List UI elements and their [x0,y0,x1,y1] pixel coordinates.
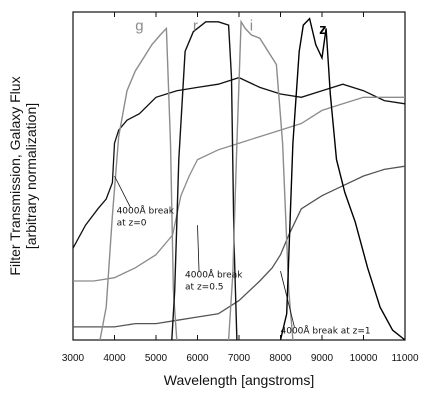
annotations: 4000Å break at z=0 4000Å break at z=0.5 4000… [114,175,371,336]
y-axis-title-line-2: [arbitrary normalization] [23,103,39,249]
annotation-pointer-2 [280,271,295,328]
x-axis-title: Wavelength [angstroms] [164,372,314,388]
x-tick-label: 11000 [391,353,419,364]
filter-curve-i [227,19,294,341]
x-tick-label: 9000 [311,353,334,364]
curves [72,17,406,341]
filter-curve-g [99,26,178,341]
x-tick-label: 5000 [145,353,168,364]
spectrum-line-2 [73,165,406,328]
x-tick-label: 7000 [228,353,251,364]
plot-area [72,11,406,341]
annotation-text-0: 4000Å break [117,205,175,217]
spectrum-line-1 [73,96,405,282]
x-tick-label: 4000 [103,353,126,364]
plot-frame [72,11,406,341]
filter-label-z: z [319,21,327,38]
filter-curve-z [279,17,406,341]
annotation-text-1: 4000Å break [185,269,243,281]
x-tick-label: 8000 [269,353,292,364]
annotation-text-1: at z=0.5 [185,283,223,293]
annotation-pointer-1 [197,225,200,272]
y-axis-title: Filter Transmission, Galaxy Flux [arbitr… [7,76,39,275]
annotation-pointer-0 [114,175,131,208]
x-tick-label: 6000 [186,353,209,364]
filter-label-i: i [250,18,253,35]
y-axis-title-line-1: Filter Transmission, Galaxy Flux [7,76,23,275]
annotation-text-0: at z=0 [117,219,147,229]
x-tick-label: 3000 [62,353,85,364]
annotation-text-2: 4000Å break at z=1 [281,324,371,336]
filter-label-r: r [193,18,198,35]
filter-curve-r [171,21,238,341]
filter-label-g: g [135,18,143,35]
x-axis-ticks: 3000 4000 5000 6000 7000 8000 9000 10000 11000 [62,12,419,364]
spectrum-line-0 [72,76,406,249]
x-tick-label: 10000 [350,353,378,364]
